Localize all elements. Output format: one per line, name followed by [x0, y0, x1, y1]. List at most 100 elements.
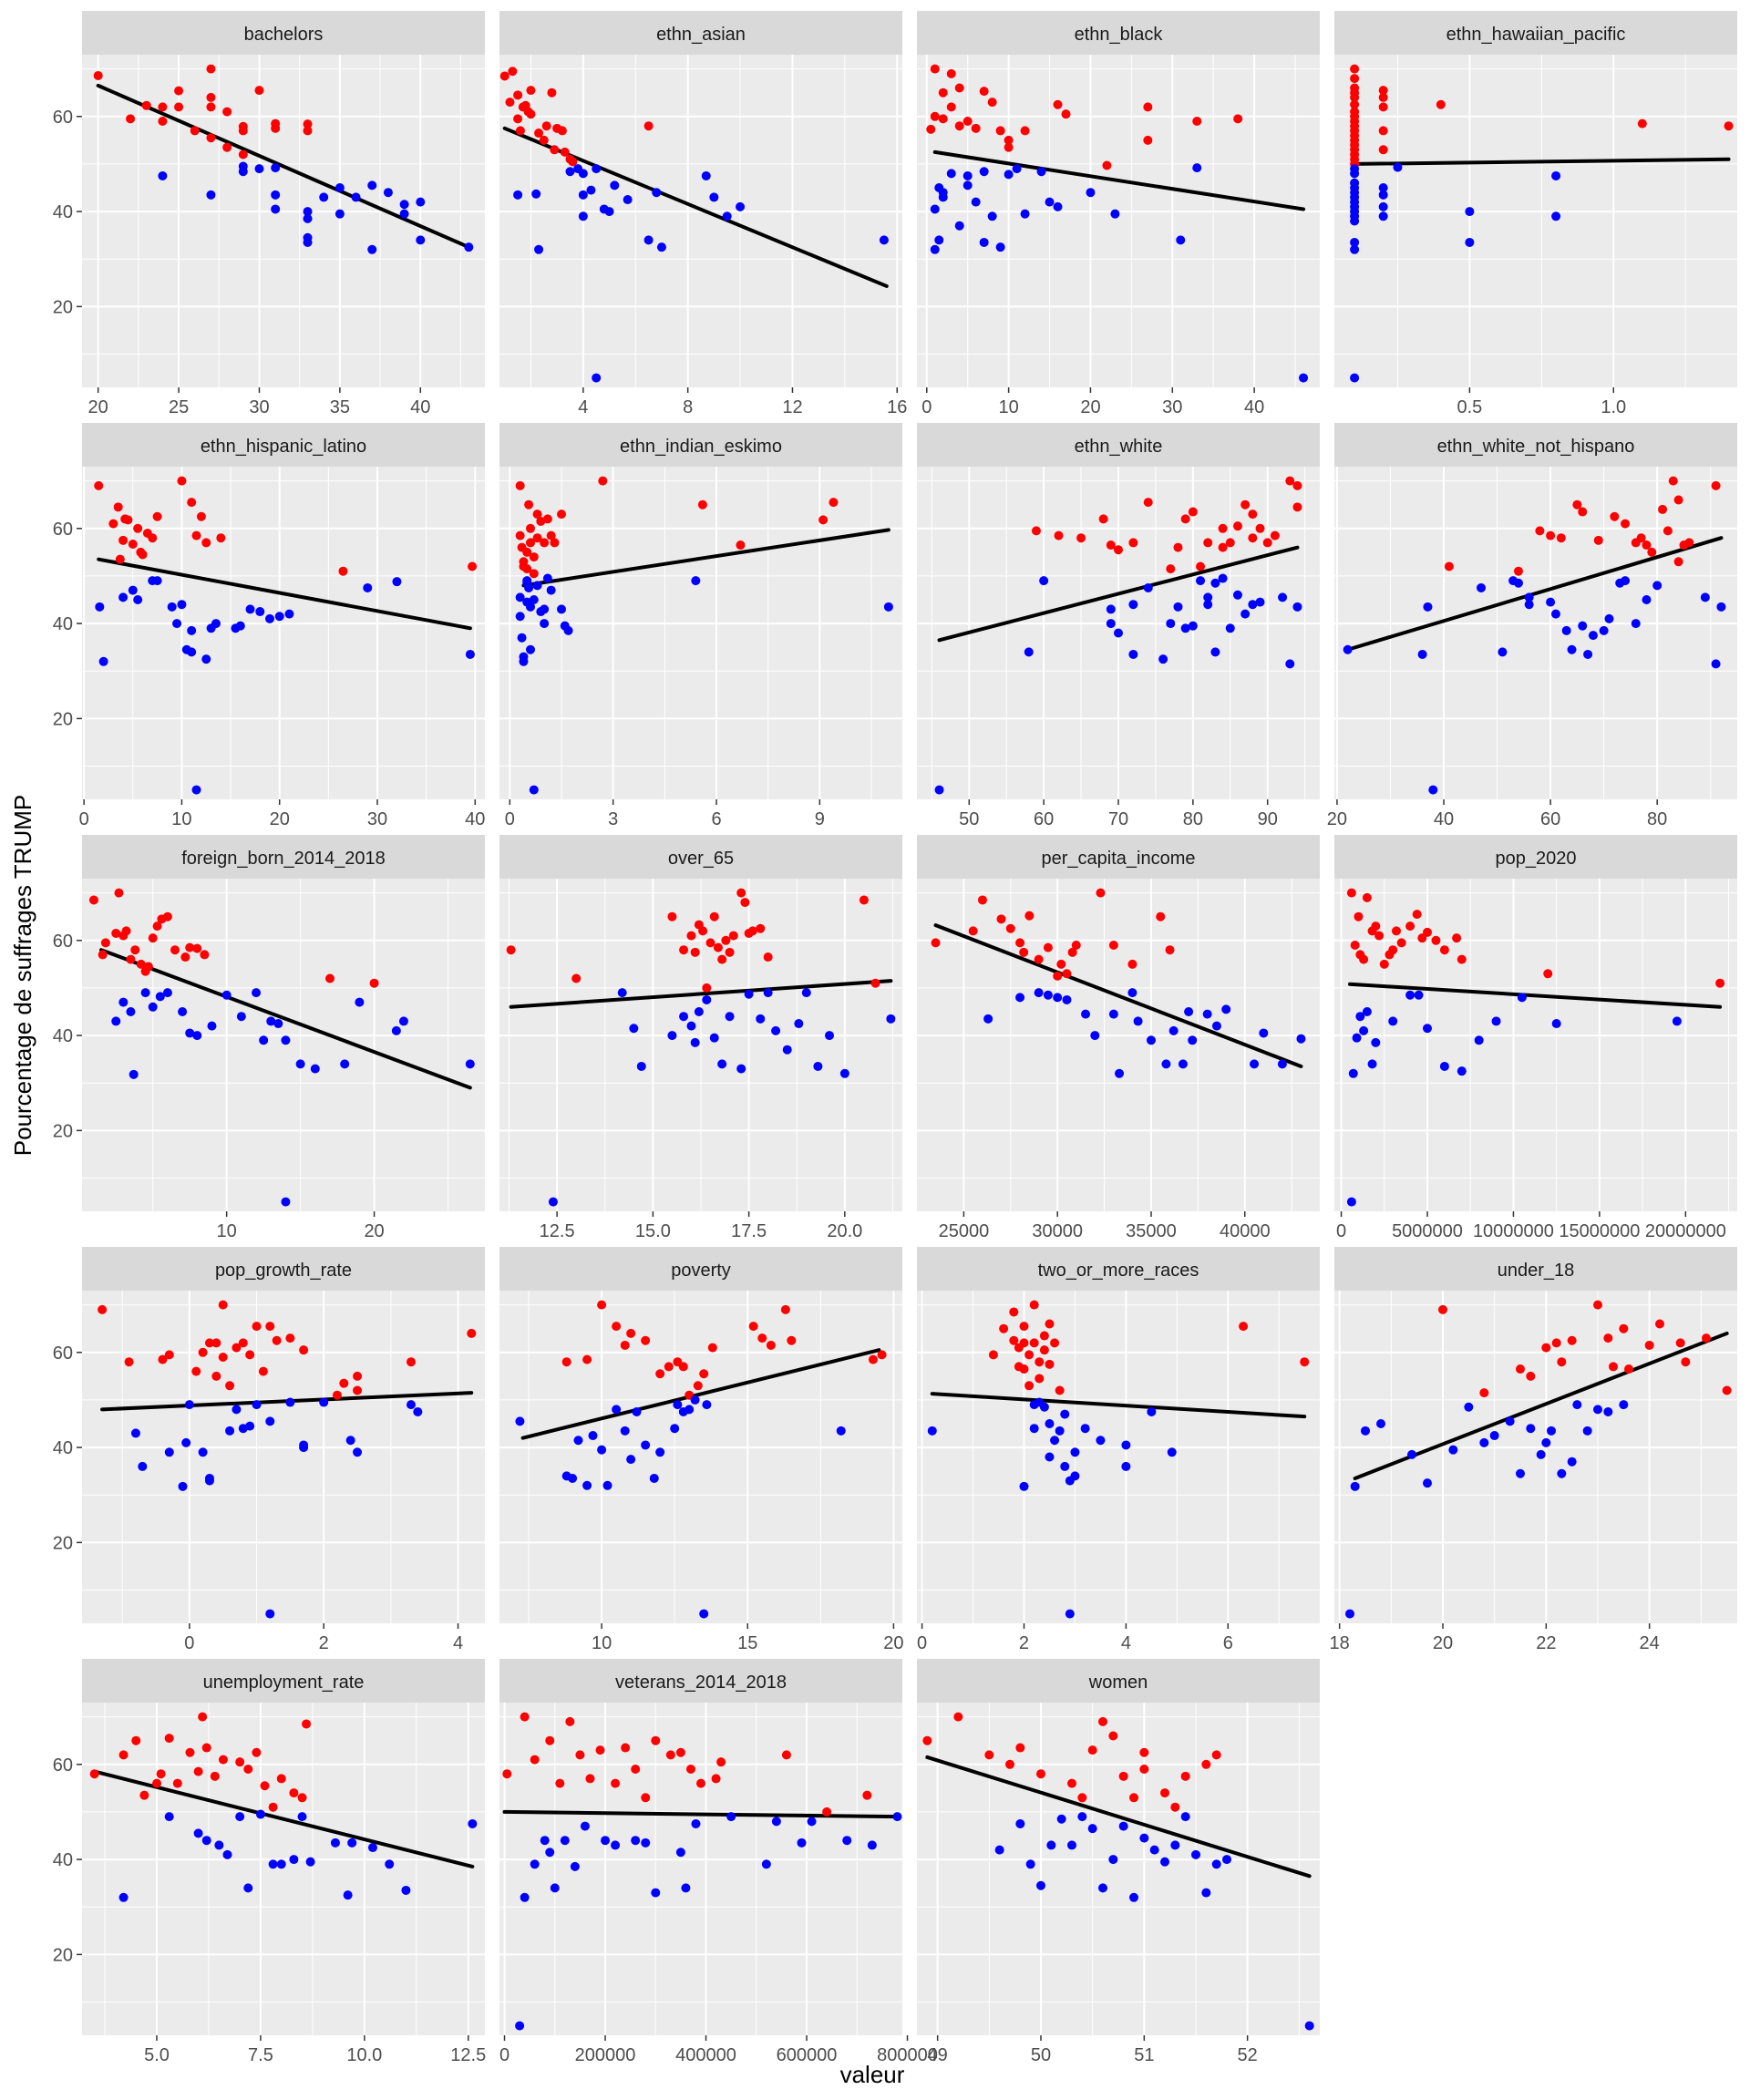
red-point	[216, 533, 226, 543]
red-point	[1071, 941, 1081, 950]
blue-point	[1196, 576, 1206, 586]
blue-point	[1465, 237, 1475, 247]
red-point	[1543, 969, 1553, 979]
red-point	[1292, 480, 1302, 490]
red-point	[1127, 959, 1138, 969]
red-point	[946, 68, 956, 78]
blue-point	[691, 1818, 701, 1828]
red-point	[198, 1712, 208, 1722]
blue-point	[962, 170, 973, 180]
blue-point	[128, 585, 138, 595]
x-tick-label: 3	[608, 809, 618, 829]
red-point	[302, 1719, 312, 1729]
red-point	[539, 135, 549, 145]
panel-background	[499, 1703, 902, 2035]
blue-point	[335, 183, 345, 192]
red-point	[515, 480, 525, 490]
red-point	[211, 1338, 221, 1348]
blue-point	[184, 1400, 194, 1410]
blue-point	[1583, 649, 1593, 659]
x-tick-label: 4	[1121, 1633, 1131, 1653]
red-point	[128, 539, 138, 549]
red-point	[1423, 927, 1432, 937]
blue-point	[701, 170, 711, 180]
x-tick-label: 40	[410, 397, 430, 417]
red-point	[260, 1781, 270, 1791]
red-point	[191, 1366, 201, 1376]
red-point	[1526, 1371, 1536, 1381]
red-point	[124, 1357, 134, 1367]
x-tick-label: 4	[453, 1633, 463, 1653]
red-point	[130, 945, 140, 955]
blue-point	[641, 1440, 651, 1450]
red-point	[1106, 540, 1116, 551]
red-point	[218, 1300, 228, 1310]
red-point	[526, 523, 535, 533]
red-point	[1180, 1771, 1190, 1781]
blue-point	[626, 1455, 636, 1465]
red-point	[1292, 502, 1302, 512]
red-point	[597, 1300, 607, 1310]
red-point	[89, 1769, 99, 1779]
red-point	[1578, 507, 1588, 517]
blue-point	[310, 1064, 320, 1074]
red-point	[717, 954, 727, 964]
blue-point	[1127, 988, 1138, 998]
red-point	[1045, 1359, 1055, 1369]
blue-point	[1582, 1426, 1592, 1436]
blue-point	[736, 1064, 746, 1074]
blue-point	[517, 633, 527, 643]
red-point	[971, 123, 981, 133]
red-point	[332, 1390, 342, 1400]
x-tick-label: 0	[79, 809, 89, 829]
blue-point	[1110, 209, 1120, 219]
blue-point	[276, 1859, 286, 1869]
red-point	[1029, 1338, 1039, 1348]
x-tick-label: 0	[917, 1633, 927, 1653]
red-point	[100, 938, 110, 948]
red-point	[999, 1323, 1009, 1333]
facet-panel: poverty 10 15 20	[499, 1247, 904, 1653]
x-tick-label: 50	[959, 809, 979, 829]
blue-point	[1203, 600, 1213, 610]
facet-strip	[499, 835, 902, 879]
red-point	[977, 895, 987, 905]
red-point	[148, 533, 158, 543]
y-tick-label: 40	[53, 614, 73, 634]
blue-point	[465, 649, 475, 659]
regression-line	[933, 923, 1303, 1068]
blue-point	[1106, 604, 1116, 614]
blue-point	[670, 1424, 680, 1434]
blue-point	[515, 612, 525, 622]
blue-point	[825, 1031, 835, 1041]
red-point	[1067, 947, 1077, 957]
facet-title: poverty	[671, 1261, 731, 1281]
red-point	[1388, 945, 1398, 955]
red-point	[211, 1371, 221, 1381]
blue-point	[193, 1828, 203, 1838]
x-tick-label: 0.5	[1457, 397, 1482, 417]
blue-point	[281, 1035, 291, 1045]
facet-title: ethn_black	[1075, 25, 1164, 45]
red-point	[550, 538, 560, 548]
red-point	[766, 1340, 776, 1350]
red-point	[530, 1755, 540, 1765]
red-point	[143, 962, 153, 972]
blue-point	[1516, 1468, 1525, 1478]
red-point	[245, 1350, 255, 1360]
blue-point	[1202, 1009, 1212, 1019]
blue-point	[1056, 1814, 1066, 1824]
blue-point	[398, 1016, 408, 1026]
blue-point	[391, 1025, 401, 1035]
x-tick-label: 8	[683, 397, 693, 417]
blue-point	[1036, 1880, 1045, 1890]
facet-panel: ethn_hispanic_latino 0 10 20 30 40 20 40 60	[53, 423, 485, 829]
red-point	[1035, 1374, 1045, 1384]
red-point	[1211, 1750, 1221, 1760]
blue-point	[1080, 1424, 1090, 1434]
blue-point	[155, 992, 165, 1002]
red-point	[206, 133, 216, 143]
blue-point	[303, 207, 313, 217]
blue-point	[542, 573, 552, 583]
blue-point	[191, 785, 201, 795]
